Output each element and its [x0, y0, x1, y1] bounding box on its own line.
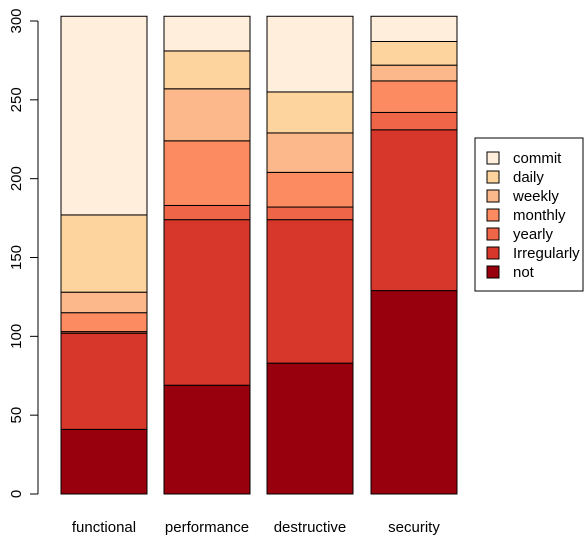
bar-security-monthly: [370, 80, 458, 113]
bar-functional-daily: [60, 214, 148, 293]
bar-destructive-commit: [266, 15, 354, 93]
y-tick-label: 0: [8, 490, 25, 498]
y-axis: 0 50 100 150 200 250 300: [8, 8, 39, 498]
x-category-label: functional: [72, 519, 136, 536]
bar-performance-not: [163, 384, 251, 495]
y-tick-label: 100: [8, 324, 25, 349]
legend-label: yearly: [513, 226, 554, 243]
bar-security-not: [370, 290, 458, 495]
legend: commit daily weekly monthly yearly Irregularl…: [474, 137, 584, 292]
y-tick-label: 300: [8, 8, 25, 33]
bar-destructive-yearly: [266, 206, 354, 221]
legend-label: commit: [513, 150, 562, 167]
legend-swatch-daily: [486, 170, 500, 184]
bar-destructive-daily: [266, 91, 354, 134]
bar-security-commit: [370, 15, 458, 42]
legend-label: weekly: [512, 188, 559, 205]
bar-security-weekly: [370, 64, 458, 82]
legend-swatch-monthly: [486, 208, 500, 222]
x-category-label: destructive: [274, 519, 347, 536]
legend-label: monthly: [513, 207, 566, 224]
bar-security-yearly: [370, 111, 458, 131]
legend-swatch-not: [486, 265, 500, 279]
legend-swatch-commit: [486, 151, 500, 165]
bar-functional-Irregularly: [60, 332, 148, 430]
bar-destructive-monthly: [266, 171, 354, 208]
bar-functional-monthly: [60, 312, 148, 333]
bar-performance-Irregularly: [163, 219, 251, 386]
bar-functional-not: [60, 428, 148, 495]
y-tick-label: 150: [8, 245, 25, 270]
bar-destructive-not: [266, 362, 354, 495]
legend-swatch-Irregularly: [486, 246, 500, 260]
legend-label: not: [513, 264, 535, 281]
bar-performance-commit: [163, 15, 251, 52]
bar-destructive-weekly: [266, 132, 354, 173]
x-category-label: performance: [165, 519, 249, 536]
bar-functional-weekly: [60, 291, 148, 314]
y-tick-label: 50: [8, 407, 25, 424]
legend-label: Irregularly: [513, 245, 580, 262]
y-tick-label: 250: [8, 87, 25, 112]
bar-security-Irregularly: [370, 129, 458, 292]
y-tick-label: 200: [8, 166, 25, 191]
x-category-label: security: [388, 519, 440, 536]
legend-swatch-weekly: [486, 189, 500, 203]
bar-destructive-Irregularly: [266, 219, 354, 364]
bar-performance-weekly: [163, 88, 251, 142]
bar-performance-monthly: [163, 140, 251, 206]
bars-group: [60, 15, 458, 495]
bar-performance-yearly: [163, 204, 251, 221]
legend-label: daily: [513, 169, 544, 186]
x-axis-labels: functional performance destructive security: [72, 519, 440, 536]
bar-performance-daily: [163, 50, 251, 90]
bar-security-daily: [370, 40, 458, 66]
legend-swatch-yearly: [486, 227, 500, 241]
bar-functional-commit: [60, 15, 148, 216]
